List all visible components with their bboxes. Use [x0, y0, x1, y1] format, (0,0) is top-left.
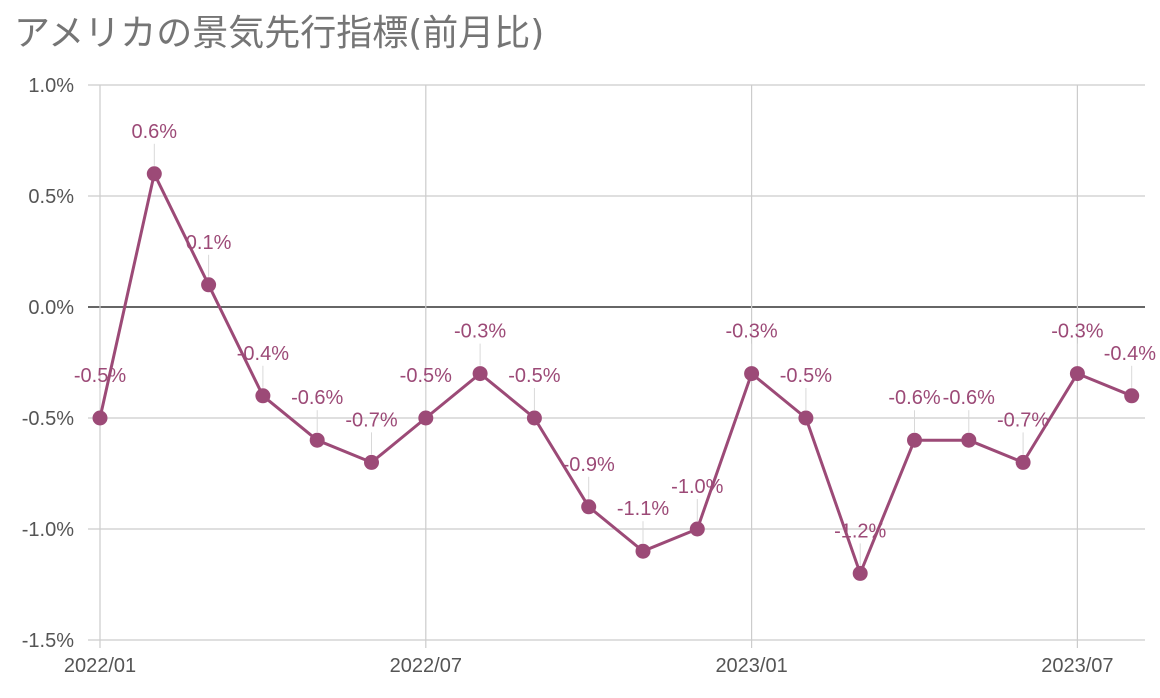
data-label: -0.9% [563, 454, 615, 476]
data-labels: -0.5%0.6%0.1%-0.4%-0.6%-0.7%-0.5%-0.3%-0… [74, 121, 1156, 543]
data-label: -0.5% [780, 365, 832, 387]
y-tick-label: 0.5% [28, 186, 74, 208]
data-label: -0.4% [237, 343, 289, 365]
x-tick-label: 2022/01 [64, 655, 136, 677]
x-tick-label: 2023/01 [715, 655, 787, 677]
data-label: -0.6% [291, 387, 343, 409]
data-point [798, 410, 814, 426]
grid-lines [88, 84, 1145, 648]
y-tick-label: 1.0% [28, 75, 74, 97]
y-axis-ticks: 1.0% 0.5% 0.0% -0.5% -1.0% -1.5% [22, 75, 74, 652]
data-label: -0.6% [943, 387, 995, 409]
data-label: 0.1% [186, 232, 232, 254]
x-axis-ticks: 2022/01 2022/07 2023/01 2023/07 [64, 655, 1114, 677]
data-point [472, 366, 488, 382]
data-point [907, 432, 922, 448]
data-label: -0.7% [345, 409, 397, 431]
data-point [581, 499, 597, 515]
data-label: -0.7% [997, 409, 1049, 431]
chart-title: アメリカの景気先行指標(前月比) [14, 13, 545, 54]
label-leaders [99, 143, 1133, 566]
data-label: -0.5% [74, 365, 126, 387]
y-tick-label: -0.5% [22, 408, 74, 430]
data-point [418, 410, 434, 426]
data-point [635, 543, 651, 559]
data-label: -0.3% [725, 321, 777, 343]
data-label: -0.3% [1051, 321, 1103, 343]
data-point [1124, 388, 1140, 404]
series-line [98, 172, 1133, 575]
data-label: -0.3% [454, 321, 506, 343]
data-point [255, 388, 271, 404]
data-point [526, 410, 542, 426]
data-point [961, 432, 977, 448]
data-point [364, 454, 379, 470]
x-tick-label: 2023/07 [1041, 655, 1113, 677]
data-label: -1.0% [671, 476, 723, 498]
data-label: -0.5% [400, 365, 452, 387]
x-tick-label: 2022/07 [390, 655, 462, 677]
data-label: -0.4% [1104, 343, 1156, 365]
y-tick-label: -1.5% [22, 630, 74, 652]
data-point [852, 565, 868, 581]
data-label: -1.2% [834, 520, 886, 542]
data-label: -0.6% [888, 387, 940, 409]
data-point [201, 277, 217, 293]
y-tick-label: 0.0% [28, 297, 74, 319]
data-label: -0.5% [508, 365, 560, 387]
data-point [92, 410, 108, 426]
data-point [1015, 454, 1031, 470]
y-tick-label: -1.0% [22, 519, 74, 541]
data-point [1069, 366, 1085, 382]
data-label: 0.6% [132, 121, 178, 143]
data-label: -1.1% [617, 498, 669, 520]
data-point [689, 521, 705, 537]
data-point [146, 166, 162, 182]
data-points [92, 166, 1140, 581]
series-line-path [98, 172, 1133, 575]
data-point [744, 366, 760, 382]
data-point [309, 432, 325, 448]
